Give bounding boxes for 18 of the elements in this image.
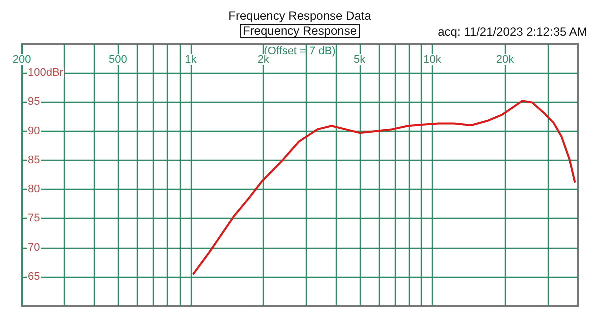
x-tick-label: 20k xyxy=(496,54,515,66)
chart-title: Frequency Response Data xyxy=(228,9,372,23)
y-tick-label: 75 xyxy=(28,212,40,225)
x-tick-label: 10k xyxy=(424,54,442,66)
y-tick-label: 90 xyxy=(28,125,40,138)
x-tick-label: 500 xyxy=(108,54,128,66)
x-tick-label: 2k xyxy=(258,54,270,66)
text: acq: 11/21/2023 2:12:35 AM xyxy=(438,25,588,39)
y-tick-label: 80 xyxy=(28,184,40,196)
x-tick-label: 1k xyxy=(185,54,198,66)
x-tick-label: 200 xyxy=(12,54,32,66)
y-tick-label: 100dBr xyxy=(28,67,64,80)
y-tick-label: 85 xyxy=(28,154,40,166)
x-tick-label: 5k xyxy=(354,54,366,66)
y-tick-label: 95 xyxy=(28,96,40,108)
y-tick-label: 70 xyxy=(28,242,40,254)
chart-subtitle: Frequency Response xyxy=(242,24,358,38)
y-tick-label: 65 xyxy=(28,270,40,283)
